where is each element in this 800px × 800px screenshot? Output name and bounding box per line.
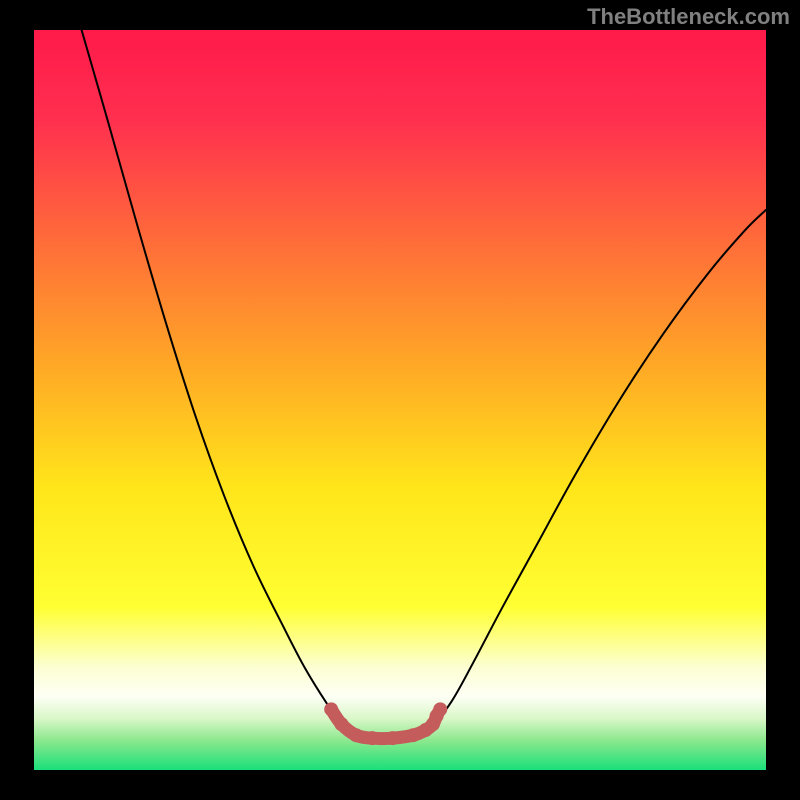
chart-frame: TheBottleneck.com: [0, 0, 800, 800]
optimal-marker: [386, 731, 400, 745]
optimal-marker: [433, 702, 447, 716]
curve-layer: [34, 30, 766, 770]
watermark-text: TheBottleneck.com: [587, 4, 790, 30]
optimal-marker: [406, 728, 420, 742]
optimal-marker: [334, 717, 348, 731]
optimal-marker: [324, 702, 338, 716]
optimal-marker: [349, 728, 363, 742]
plot-area: [34, 30, 766, 770]
bottleneck-curve: [82, 30, 766, 739]
optimal-marker: [365, 731, 379, 745]
